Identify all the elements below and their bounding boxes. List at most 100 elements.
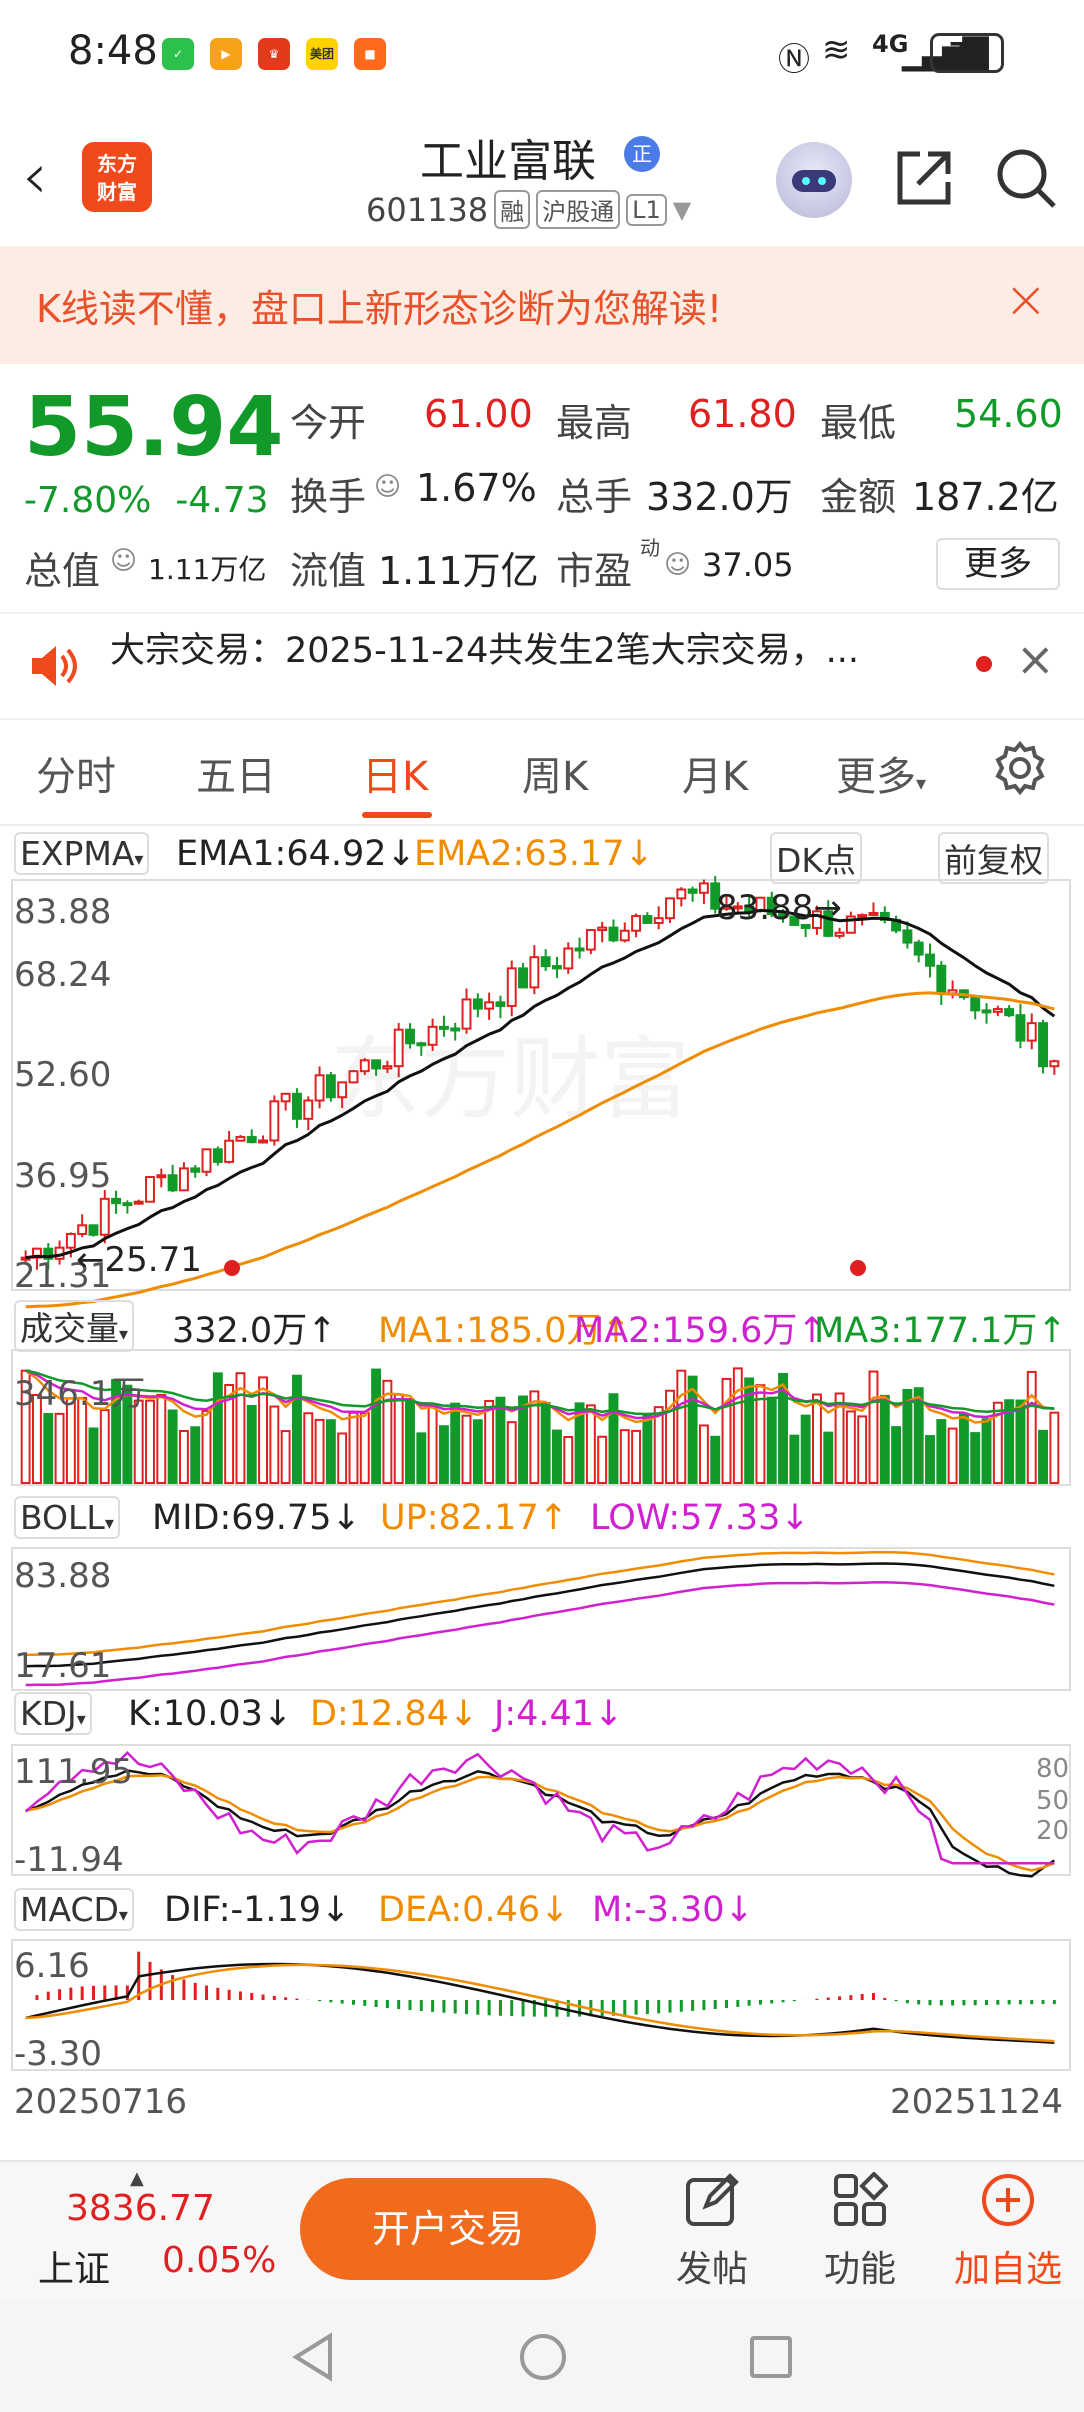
macd-dea-line [25, 1963, 1055, 2043]
volume-ma2: MA2:159.6万↑ [574, 1311, 827, 1351]
volume-bar [178, 1429, 189, 1484]
app-icon: ■ [354, 38, 386, 70]
promo-text[interactable]: K线读不懂，盘口上新形态诊断为您解读! [36, 287, 723, 331]
kdj-d-line [25, 1774, 1055, 1872]
volume-bar [1038, 1429, 1048, 1484]
nav-functions[interactable]: 功能 [823, 2249, 896, 2290]
open-account-button[interactable]: 开户交易 [300, 2178, 596, 2280]
battery-icon: 70 [930, 33, 1004, 73]
boll-up: UP:82.17↑ [380, 1498, 569, 1538]
more-button[interactable]: 更多 [936, 538, 1060, 590]
volume-y-label: 346.1万 [14, 1374, 146, 1414]
index-percent[interactable]: 0.05% [162, 2240, 277, 2281]
end-date: 20251124 [890, 2082, 1064, 2122]
candle-body [1015, 1014, 1026, 1042]
index-value[interactable]: 3836.77 [66, 2188, 215, 2229]
volume-bar [936, 1419, 947, 1485]
candle-body [1049, 1060, 1060, 1068]
meituan-icon: 美团 [306, 38, 338, 70]
volume-ma3: MA3:177.1万↑ [814, 1311, 1067, 1351]
index-name[interactable]: 上证 [38, 2249, 111, 2290]
share-icon[interactable] [892, 146, 956, 214]
promo-banner[interactable] [0, 246, 1084, 364]
amount-value: 187.2亿 [912, 475, 1059, 519]
kdj-selector[interactable]: KDJ▾ [14, 1692, 92, 1735]
kline-chart-area[interactable]: 东方财富 [0, 0, 1084, 2160]
edit-post-icon[interactable] [684, 2172, 740, 2232]
candle-body [857, 914, 868, 919]
volume-selector[interactable]: 成交量▾ [14, 1300, 135, 1352]
search-icon[interactable] [994, 146, 1058, 214]
back-arrow-icon[interactable]: ‹ [22, 140, 48, 214]
ema1-line [25, 908, 1056, 1260]
candle-body [258, 1139, 268, 1144]
volume-bar [585, 1404, 596, 1485]
volume-bar [744, 1377, 755, 1485]
ema2-line [25, 991, 1055, 1309]
settings-gear-icon[interactable] [992, 740, 1048, 800]
volume-bar [472, 1419, 483, 1485]
nav-back-icon[interactable] [290, 2332, 336, 2386]
volume-bar [269, 1405, 280, 1485]
candle-body [529, 956, 540, 989]
functions-icon[interactable] [832, 2171, 889, 2232]
volume-bar [99, 1409, 110, 1484]
wifi-icon: ≋ [822, 30, 851, 70]
notice-bar[interactable] [0, 612, 1084, 720]
volume-label: 总手 [556, 475, 633, 519]
low-marker: ←25.71 [76, 1240, 202, 1280]
volume-bar [981, 1418, 992, 1484]
volume-bar [224, 1383, 235, 1484]
nav-add-watchlist[interactable]: 加自选 [953, 2249, 1062, 2290]
info-icon[interactable]: ☺ [664, 550, 692, 580]
watermark: 东方财富 [330, 1027, 690, 1132]
tab-monthly-k[interactable]: 月K [682, 754, 749, 800]
info-icon[interactable]: ☺ [110, 546, 138, 576]
turnover-value: 1.67% [416, 466, 537, 510]
volume-bar [958, 1413, 969, 1485]
candle-body [88, 1224, 99, 1236]
candle-body [472, 998, 483, 1010]
volume-bar [868, 1370, 879, 1485]
low-label: 最低 [820, 401, 897, 445]
volume-bar [382, 1379, 393, 1484]
close-icon[interactable]: × [1016, 632, 1055, 686]
volume-bar [1004, 1399, 1015, 1484]
tab-intraday[interactable]: 分时 [36, 754, 116, 800]
close-icon[interactable]: × [1004, 270, 1048, 330]
nav-home-icon[interactable] [518, 2332, 568, 2386]
high-marker: 83.88→ [716, 888, 842, 928]
y-label: 68.24 [14, 955, 112, 995]
expand-arrow-icon[interactable]: ▲ [130, 2168, 144, 2189]
volume-bar [970, 1432, 981, 1484]
candle-body [325, 1074, 336, 1099]
candle-body [371, 1059, 382, 1070]
macd-selector[interactable]: MACD▾ [14, 1888, 134, 1931]
tab-weekly-k[interactable]: 周K [522, 754, 589, 800]
mktcap-label: 总值 [24, 549, 101, 593]
high-value: 61.80 [688, 392, 797, 436]
dk-point-button[interactable]: DK点 [770, 832, 863, 884]
tab-daily-k[interactable]: 日K [362, 754, 429, 800]
stock-code-row[interactable]: 601138 融 沪股通 L1 ▼ [366, 190, 691, 229]
tab-5day[interactable]: 五日 [196, 754, 276, 800]
nav-post[interactable]: 发帖 [675, 2249, 748, 2290]
adjust-button[interactable]: 前复权 [938, 832, 1049, 884]
boll-selector[interactable]: BOLL▾ [14, 1496, 120, 1539]
notice-text[interactable]: 大宗交易：2025-11-24共发生2笔大宗交易，... [110, 631, 860, 671]
ema1-value: EMA1:64.92↓ [176, 834, 416, 874]
macd-y-bottom: -3.30 [14, 2034, 102, 2074]
volume-bar [597, 1435, 608, 1485]
volume-bar [280, 1430, 291, 1485]
nav-recents-icon[interactable] [748, 2334, 794, 2384]
volume-bar [133, 1399, 144, 1485]
assistant-avatar-icon[interactable] [776, 142, 852, 218]
candle-body [585, 929, 596, 951]
volume-bar [574, 1402, 585, 1484]
expma-selector[interactable]: EXPMA▾ [14, 832, 150, 875]
add-watchlist-icon[interactable] [980, 2172, 1036, 2232]
info-icon[interactable]: ☺ [374, 472, 402, 502]
tab-more[interactable]: 更多▾ [836, 754, 927, 800]
volume-ma1: MA1:185.0万↑ [378, 1311, 631, 1351]
kdj-y-top: 111.95 [14, 1752, 133, 1792]
